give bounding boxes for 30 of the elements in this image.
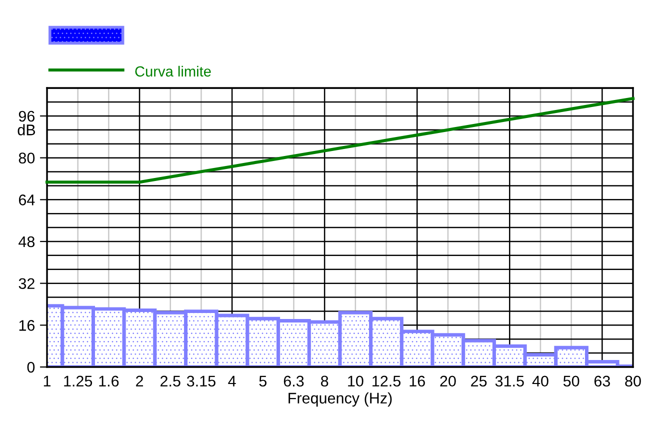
- y-tick-label: 96: [18, 110, 35, 122]
- x-tick-label: 40: [532, 376, 548, 387]
- x-tick-label: 31.5: [495, 376, 524, 387]
- x-tick-label: 1.25: [64, 376, 92, 387]
- x-tick-label: 25: [471, 376, 487, 387]
- x-tick-label: 63: [594, 376, 610, 387]
- x-tick-label: 6.3: [284, 376, 304, 387]
- x-axis-title: Frequency (Hz): [288, 392, 392, 407]
- y-tick-label: 0: [27, 362, 35, 373]
- x-tick-label: 80: [625, 376, 641, 387]
- x-tick-label: 8: [320, 376, 328, 387]
- x-tick-label: 1: [44, 376, 51, 386]
- x-tick-label: 12.5: [372, 376, 400, 387]
- y-tick-label: 32: [18, 278, 34, 290]
- y-axis-title: dB: [18, 124, 36, 136]
- x-tick-label: 16: [410, 376, 425, 387]
- y-tick-label: 64: [18, 194, 35, 206]
- y-tick-label: 80: [18, 152, 35, 164]
- y-tick-label: 16: [19, 320, 35, 331]
- x-tick-label: 5: [259, 376, 267, 387]
- x-tick-label: 3.15: [186, 376, 216, 387]
- x-tick-label: 10: [348, 376, 364, 387]
- x-tick-label: 2: [136, 376, 144, 386]
- y-tick-label: 48: [18, 236, 35, 248]
- legend-label: Curva limite: [135, 66, 211, 77]
- x-tick-label: 2.5: [160, 376, 180, 387]
- x-tick-label: 1.6: [99, 376, 119, 387]
- x-tick-label: 50: [563, 376, 580, 387]
- x-tick-label: 20: [440, 376, 456, 387]
- x-tick-label: 4: [228, 376, 236, 386]
